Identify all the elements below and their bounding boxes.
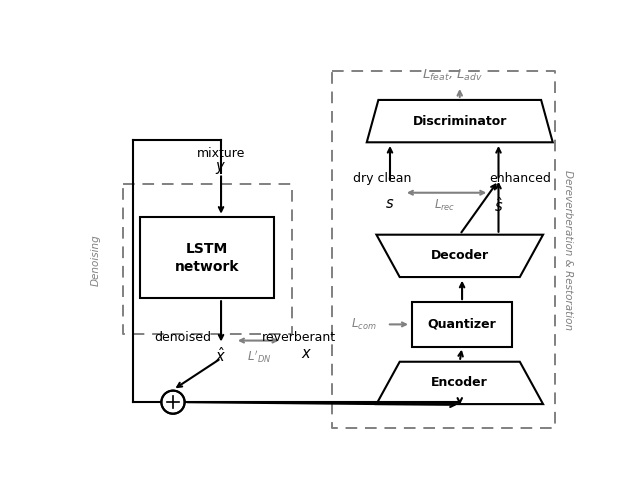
- Text: $\hat{x}$: $\hat{x}$: [216, 346, 227, 365]
- Text: Encoder: Encoder: [431, 376, 488, 389]
- Text: Discriminator: Discriminator: [413, 115, 507, 127]
- Text: denoised: denoised: [154, 331, 211, 344]
- Text: network: network: [175, 260, 239, 274]
- Circle shape: [161, 391, 184, 414]
- Polygon shape: [376, 362, 543, 404]
- Text: Denoising: Denoising: [90, 234, 100, 286]
- Bar: [123, 184, 292, 334]
- Text: $L_{com}$: $L_{com}$: [351, 317, 376, 332]
- Text: $x$: $x$: [301, 346, 312, 361]
- Text: enhanced: enhanced: [489, 172, 551, 185]
- Text: $L_{feat}$, $L_{adv}$: $L_{feat}$, $L_{adv}$: [422, 68, 483, 83]
- Text: $y$: $y$: [216, 160, 227, 176]
- Text: $L'_{DN}$: $L'_{DN}$: [247, 348, 271, 365]
- Text: reverberant: reverberant: [262, 331, 335, 344]
- Polygon shape: [376, 235, 543, 277]
- Text: Decoder: Decoder: [431, 249, 489, 262]
- Text: $\hat{s}$: $\hat{s}$: [494, 196, 503, 215]
- Bar: [412, 302, 513, 347]
- Text: Quantizer: Quantizer: [428, 318, 497, 331]
- Text: dry clean: dry clean: [353, 172, 412, 185]
- Bar: [140, 217, 274, 298]
- Polygon shape: [367, 100, 553, 142]
- Text: $s$: $s$: [385, 196, 395, 211]
- Text: LSTM: LSTM: [186, 242, 228, 255]
- Text: mixture: mixture: [197, 147, 245, 160]
- Bar: [332, 71, 555, 429]
- Text: Dereverberation & Restoration: Dereverberation & Restoration: [563, 170, 573, 330]
- Text: $L_{rec}$: $L_{rec}$: [433, 198, 455, 213]
